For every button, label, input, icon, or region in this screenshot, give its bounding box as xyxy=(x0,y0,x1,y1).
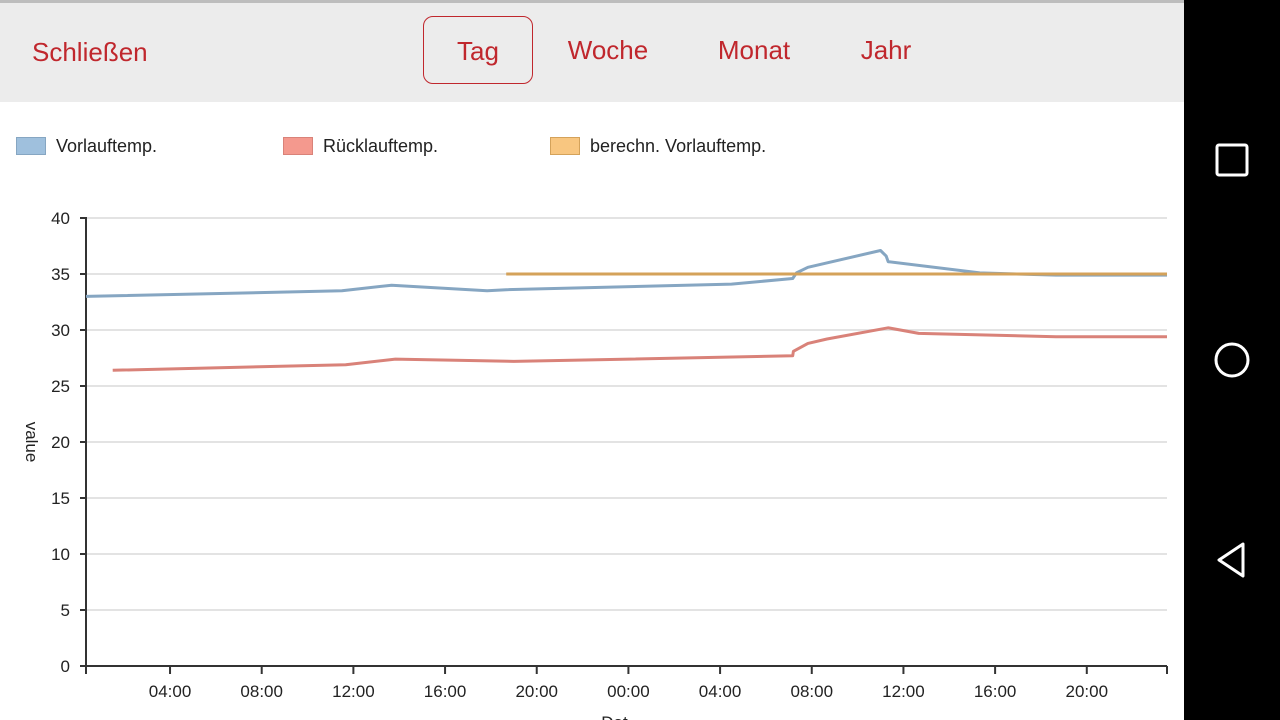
x-tick-label: 04:00 xyxy=(699,682,742,701)
y-tick-label: 0 xyxy=(61,657,70,676)
top-toolbar: Schließen Tag Woche Monat Jahr xyxy=(0,0,1184,102)
back-icon[interactable] xyxy=(1212,540,1252,580)
app-window: Schließen Tag Woche Monat Jahr Vorlaufte… xyxy=(0,0,1184,720)
temperature-chart: 0 5 10 15 20 25 30 35 40 04:00 08:00 12:00 16:00 20:0… xyxy=(22,209,1168,720)
legend-label-vorlauf: Vorlauftemp. xyxy=(56,136,158,156)
y-tick-label: 40 xyxy=(51,209,70,228)
x-tick-label: 12:00 xyxy=(332,682,375,701)
series-line-ruecklauf xyxy=(112,326,1167,372)
x-tick-label: 08:00 xyxy=(240,682,283,701)
y-tick-label: 15 xyxy=(51,489,70,508)
tab-week[interactable]: Woche xyxy=(567,35,649,65)
y-tick-label: 10 xyxy=(51,545,70,564)
x-tick-label: 20:00 xyxy=(515,682,558,701)
x-tick-label: 08:00 xyxy=(790,682,833,701)
legend-swatch-vorlauf xyxy=(16,137,46,155)
y-tick-label: 35 xyxy=(51,265,70,284)
x-tick-label: 00:00 xyxy=(607,682,650,701)
legend-label-ruecklauf: Rücklauftemp. xyxy=(323,136,439,156)
x-tick-label: 16:00 xyxy=(974,682,1017,701)
legend-swatch-berechnet xyxy=(550,137,580,155)
tab-day[interactable]: Tag xyxy=(423,16,533,84)
tab-month[interactable]: Monat xyxy=(717,35,791,65)
legend-label-berechnet: berechn. Vorlauftemp. xyxy=(590,136,767,156)
x-axis-label: Dat xyxy=(601,713,628,720)
x-tick-label: 04:00 xyxy=(149,682,192,701)
x-tick-label: 16:00 xyxy=(424,682,467,701)
home-icon[interactable] xyxy=(1212,340,1252,380)
legend-swatch-ruecklauf xyxy=(283,137,313,155)
y-tick-label: 20 xyxy=(51,433,70,452)
android-nav-bar xyxy=(1184,0,1280,720)
close-button[interactable]: Schließen xyxy=(32,37,148,67)
y-tick-label: 25 xyxy=(51,377,70,396)
x-tick-label: 20:00 xyxy=(1066,682,1109,701)
y-tick-label: 5 xyxy=(61,601,70,620)
recent-apps-icon[interactable] xyxy=(1212,140,1252,180)
y-axis-label: value xyxy=(22,422,41,463)
x-tick-label: 12:00 xyxy=(882,682,925,701)
tab-year[interactable]: Jahr xyxy=(860,35,912,65)
y-tick-label: 30 xyxy=(51,321,70,340)
